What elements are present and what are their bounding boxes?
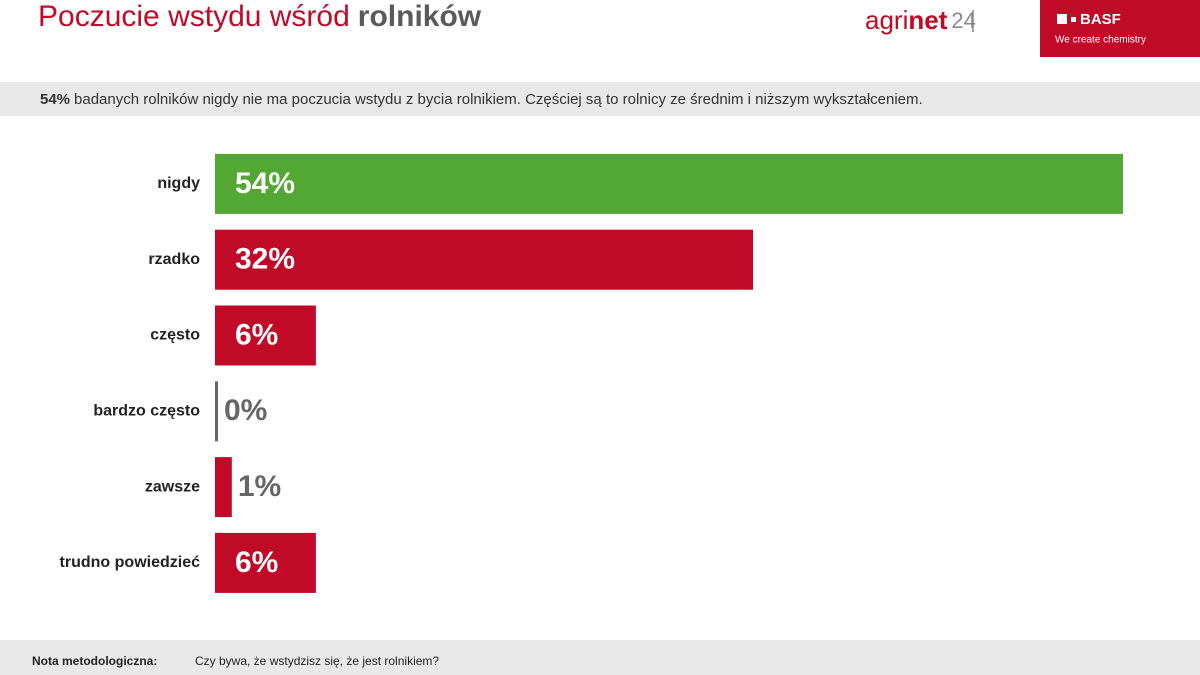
subtitle: 54% badanych rolników nigdy nie ma poczuc… <box>40 91 923 108</box>
bar <box>215 532 316 593</box>
value-label: 32% <box>235 243 295 276</box>
title-regular: Poczucie wstydu wśród <box>38 0 350 33</box>
value-label: 6% <box>235 546 278 579</box>
brand-dot <box>1071 17 1076 22</box>
brand-square <box>1057 14 1067 24</box>
value-label: 54% <box>235 167 295 200</box>
plot: nigdy 54% rzadko 32% często 6% bardzo często 0%… <box>60 153 1123 593</box>
footer-question: Czy bywa, że wstydzisz się, że jest roln… <box>195 654 439 668</box>
category-label: rzadko <box>148 251 200 268</box>
category-label: bardzo często <box>93 403 200 420</box>
category-label: często <box>150 327 200 344</box>
logo-num: 24 <box>951 8 975 33</box>
bar <box>215 457 232 518</box>
brand-tagline: We create chemistry <box>1055 35 1146 46</box>
subtitle-text: badanych rolników nigdy nie ma poczucia … <box>74 91 923 108</box>
brand-box <box>1040 0 1200 57</box>
bar <box>215 381 218 442</box>
value-label: 1% <box>238 470 281 503</box>
value-label: 0% <box>224 394 267 427</box>
category-label: zawsze <box>145 478 200 495</box>
title: Poczucie wstydu wśród rolników <box>38 0 482 33</box>
logo: agrinet 24 <box>865 5 976 35</box>
bar <box>215 229 754 290</box>
bar <box>215 305 316 366</box>
category-label: nigdy <box>157 175 200 192</box>
value-label: 6% <box>235 318 278 351</box>
logo-net: net <box>908 5 947 35</box>
brand: BASF <box>1080 11 1121 28</box>
logo-agri: agri <box>865 5 908 35</box>
footer-band <box>0 640 1200 675</box>
subtitle-lead: 54% <box>40 91 70 108</box>
subtitle-band <box>0 82 1200 116</box>
title-bold: rolników <box>358 0 482 33</box>
category-label: trudno powiedzieć <box>60 554 201 571</box>
footer-label: Nota metodologiczna: <box>32 654 157 668</box>
bar <box>215 153 1123 214</box>
